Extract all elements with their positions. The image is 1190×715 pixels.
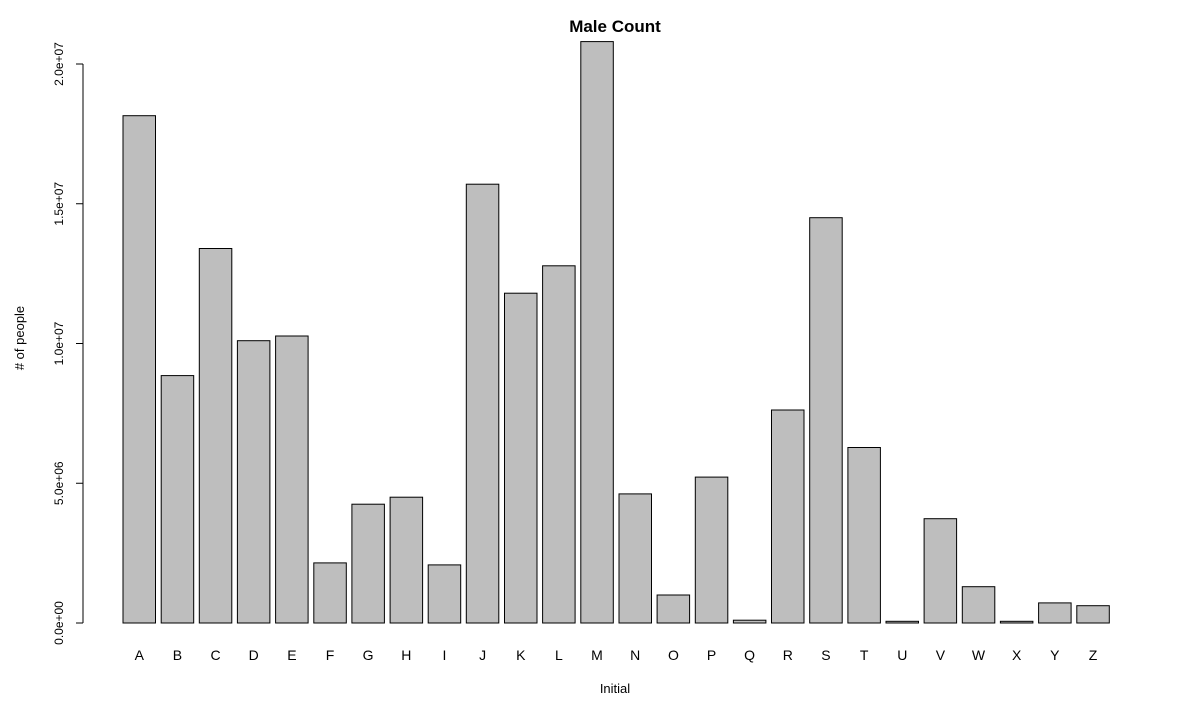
x-tick-label: O <box>668 647 679 663</box>
y-tick-label: 2.0e+07 <box>52 42 66 86</box>
bar-a <box>122 115 156 624</box>
bar-v <box>923 518 958 624</box>
bar-i <box>427 564 462 624</box>
x-tick-label: F <box>326 647 335 663</box>
bar-h <box>389 496 424 624</box>
x-tick-label: A <box>135 647 145 663</box>
x-tick-label: Z <box>1089 647 1098 663</box>
bar-y <box>1038 602 1072 624</box>
x-tick-label: G <box>363 647 374 663</box>
bar-p <box>694 476 729 624</box>
bar-m <box>580 41 614 624</box>
bar-u <box>885 620 919 624</box>
x-tick-label: P <box>707 647 716 663</box>
y-axis: 0.0e+00 5.0e+06 1.0e+07 1.5e+07 2.0e+07 <box>52 42 84 645</box>
bar-d <box>236 340 271 624</box>
x-tick-label: Q <box>744 647 755 663</box>
bars-group <box>122 41 1110 624</box>
bar-r <box>771 409 805 624</box>
x-tick-label: W <box>972 647 986 663</box>
bar-t <box>847 447 881 624</box>
y-tick-label: 1.0e+07 <box>52 321 66 365</box>
bar-s <box>809 217 843 624</box>
x-tick-label: L <box>555 647 563 663</box>
bar-q <box>732 619 767 624</box>
x-tick-label: I <box>442 647 446 663</box>
x-tick-label: N <box>630 647 640 663</box>
x-tick-label: M <box>591 647 603 663</box>
y-axis-label: # of people <box>12 306 27 370</box>
bar-f <box>313 562 347 624</box>
x-axis-label: Initial <box>600 681 630 696</box>
y-tick-label: 0.0e+00 <box>52 601 66 645</box>
x-tick-label: J <box>479 647 486 663</box>
x-tick-label: C <box>211 647 221 663</box>
bar-x <box>999 620 1034 624</box>
y-tick-label: 1.5e+07 <box>52 182 66 226</box>
bar-c <box>198 248 233 624</box>
bar-j <box>465 183 500 624</box>
x-tick-label: V <box>936 647 946 663</box>
x-tick-label: R <box>783 647 793 663</box>
y-tick-label: 5.0e+06 <box>52 461 66 505</box>
x-tick-label: B <box>173 647 182 663</box>
x-tick-label: Y <box>1050 647 1060 663</box>
bar-z <box>1076 605 1110 624</box>
x-tick-label: X <box>1012 647 1022 663</box>
bar-n <box>618 493 652 624</box>
x-tick-label: E <box>287 647 296 663</box>
x-tick-label: D <box>249 647 259 663</box>
x-tick-label: K <box>516 647 526 663</box>
bar-w <box>961 586 996 624</box>
bar-l <box>542 265 576 624</box>
x-tick-label: U <box>897 647 907 663</box>
x-tick-label: T <box>860 647 869 663</box>
bar-k <box>504 292 538 624</box>
x-tick-label: S <box>821 647 830 663</box>
bar-g <box>351 503 385 624</box>
bar-b <box>160 375 195 624</box>
x-tick-labels: A B C D E F G H I J K L M N O P Q R S T U V W X Y Z <box>135 647 1098 663</box>
bar-o <box>656 594 691 624</box>
chart-title: Male Count <box>569 17 661 36</box>
bar-e <box>275 335 309 624</box>
x-tick-label: H <box>401 647 411 663</box>
